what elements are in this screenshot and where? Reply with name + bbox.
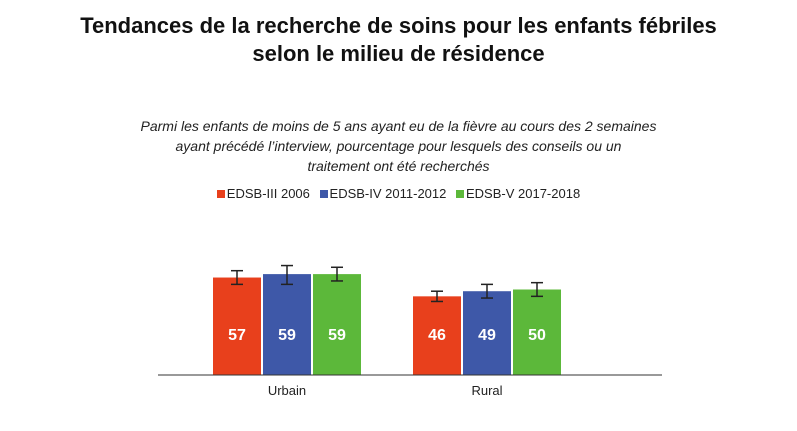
- category-label-urbain: Urbain: [268, 383, 306, 398]
- data-label-urbain-series-1: 57: [228, 327, 246, 344]
- chart-subtitle-line-1: Parmi les enfants de moins de 5 ans ayan…: [140, 118, 657, 134]
- chart-title-line-2: selon le milieu de résidence: [252, 41, 545, 66]
- chart-title: Tendances de la recherche de soins pour …: [0, 12, 797, 68]
- chart-subtitle-line-3: traitement ont été recherchés: [307, 158, 490, 174]
- chart-legend: EDSB-III 2006 EDSB-IV 2011-2012 EDSB-V 2…: [0, 186, 797, 201]
- data-label-rural-series-3: 50: [528, 327, 546, 344]
- bar-urbain-series-2: [263, 274, 311, 375]
- legend-swatch-series-1: [216, 190, 225, 198]
- data-label-rural-series-2: 49: [478, 327, 496, 344]
- legend-swatch-series-2: [319, 190, 328, 198]
- bar-urbain-series-3: [313, 274, 361, 375]
- legend-item-series-1: EDSB-III 2006: [216, 186, 310, 201]
- chart-title-line-1: Tendances de la recherche de soins pour …: [80, 13, 717, 38]
- bar-rural-series-1: [413, 296, 461, 375]
- chart-subtitle-line-2: ayant précédé l’interview, pourcentage p…: [175, 138, 622, 154]
- bar-rural-series-3: [513, 289, 561, 375]
- legend-label-series-3: EDSB-V 2017-2018: [466, 186, 581, 201]
- data-label-rural-series-1: 46: [428, 327, 446, 344]
- chart-subtitle: Parmi les enfants de moins de 5 ans ayan…: [0, 116, 797, 176]
- legend-label-series-1: EDSB-III 2006: [226, 186, 310, 201]
- data-label-urbain-series-3: 59: [328, 327, 346, 344]
- category-label-rural: Rural: [471, 383, 502, 398]
- legend-swatch-series-3: [456, 190, 464, 198]
- data-label-urbain-series-2: 59: [278, 327, 296, 344]
- bar-rural-series-2: [463, 291, 511, 375]
- bar-urbain-series-1: [213, 277, 261, 375]
- legend-item-series-2: EDSB-IV 2011-2012: [319, 186, 447, 201]
- legend-label-series-2: EDSB-IV 2011-2012: [329, 186, 447, 201]
- legend-item-series-3: EDSB-V 2017-2018: [456, 186, 580, 201]
